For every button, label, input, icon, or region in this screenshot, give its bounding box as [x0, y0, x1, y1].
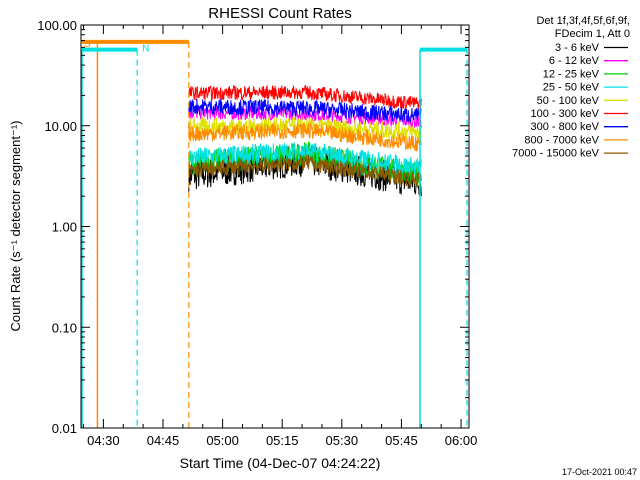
x-tick-label: 05:45 [385, 433, 418, 448]
legend-entry-label: 100 - 300 keV [531, 108, 600, 120]
legend-entry-label: 12 - 25 keV [543, 68, 600, 80]
x-tick-label: 06:00 [445, 433, 478, 448]
legend: Det 1f,3f,4f,5f,6f,9f, FDecim 1, Att 0 3… [512, 15, 630, 160]
y-tick-label: 100.00 [37, 18, 77, 33]
legend-entry-label: 3 - 6 keV [555, 42, 600, 54]
legend-entry-label: 300 - 800 keV [531, 121, 600, 133]
annotation-label: N [142, 44, 149, 55]
series-line [188, 105, 422, 129]
plot-frame [80, 24, 470, 429]
x-axis-label: Start Time (04-Dec-07 04:24:22) [180, 455, 381, 471]
y-tick-label: 1.00 [52, 220, 77, 235]
y-tick-label: 0.10 [52, 320, 77, 335]
x-tick-label: 04:30 [87, 433, 120, 448]
x-tick-label: 05:30 [326, 433, 359, 448]
legend-entry-label: 50 - 100 keV [537, 95, 600, 107]
x-axis: 04:30 04:45 05:00 05:15 05:30 05:45 06:00 [83, 25, 478, 448]
series-line [188, 84, 422, 111]
series-line [188, 154, 422, 188]
legend-header-line-2: FDecim 1, Att 0 [555, 28, 630, 40]
footer-date: 17-Oct-2021 00:47 [562, 467, 637, 477]
y-tick-label: 0.01 [52, 421, 77, 436]
legend-entry-label: 25 - 50 keV [543, 82, 600, 94]
legend-entry-label: 6 - 12 keV [549, 55, 600, 67]
chart-title: RHESSI Count Rates [208, 5, 351, 22]
series-line [188, 99, 422, 123]
x-tick-label: 04:45 [147, 433, 180, 448]
x-tick-label: 05:00 [206, 433, 239, 448]
legend-entry-label: 7000 - 15000 keV [512, 148, 600, 160]
series-layer [188, 84, 422, 198]
legend-entry-label: 800 - 7000 keV [524, 134, 599, 146]
x-tick-label: 05:15 [266, 433, 299, 448]
y-axis: 0.01 0.10 1.00 10.00 100.00 [37, 18, 469, 436]
y-tick-label: 10.00 [44, 119, 77, 134]
series-line [188, 122, 422, 152]
y-axis-label: Count Rate (s⁻¹ detector segment⁻¹) [8, 121, 23, 332]
annotation-label: S [84, 39, 91, 50]
legend-header-line-1: Det 1f,3f,4f,5f,6f,9f, [536, 15, 630, 27]
